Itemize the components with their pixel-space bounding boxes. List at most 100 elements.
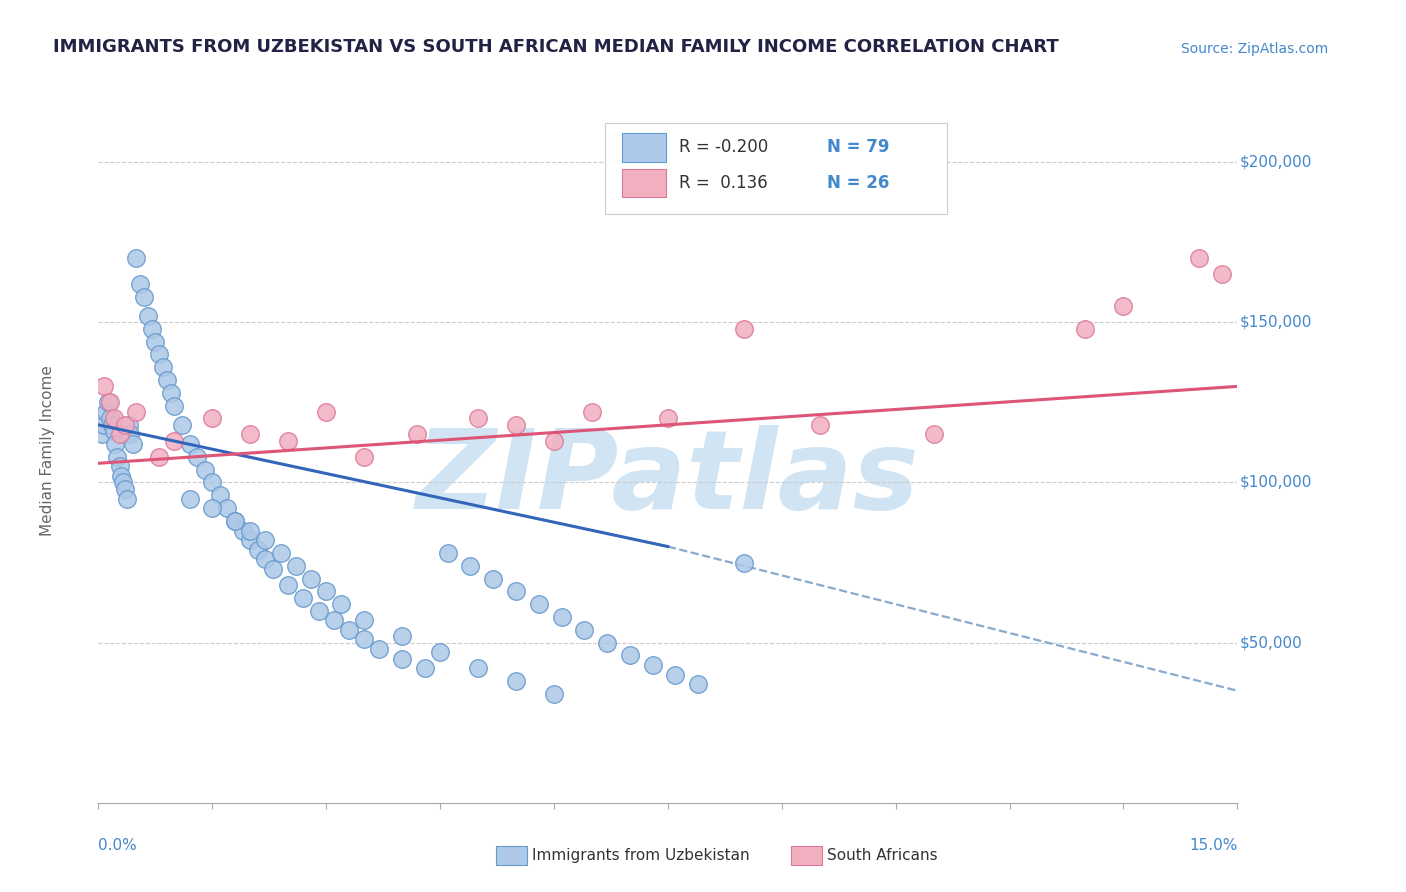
Point <box>148 347 170 361</box>
Point <box>1188 252 1211 266</box>
Point <box>107 450 129 464</box>
Point <box>186 450 208 464</box>
Point <box>114 417 136 432</box>
Point <box>270 546 292 560</box>
Point <box>482 572 505 586</box>
Point <box>136 309 159 323</box>
Point <box>505 417 527 432</box>
Point <box>103 411 125 425</box>
Text: R = -0.200: R = -0.200 <box>679 138 769 156</box>
Point <box>179 437 201 451</box>
Point <box>460 558 482 573</box>
Point <box>93 379 115 393</box>
Point <box>156 373 179 387</box>
Point <box>505 584 527 599</box>
Point <box>657 411 679 425</box>
Point <box>664 667 686 681</box>
Point <box>467 661 489 675</box>
Point <box>254 533 277 548</box>
Point <box>808 417 831 432</box>
Point <box>159 385 181 400</box>
Point <box>277 434 299 448</box>
Point <box>688 677 710 691</box>
Point <box>163 434 186 448</box>
Point <box>98 411 121 425</box>
Point <box>120 427 142 442</box>
Point <box>641 658 664 673</box>
FancyBboxPatch shape <box>605 123 946 214</box>
Point <box>201 475 224 490</box>
Text: Source: ZipAtlas.com: Source: ZipAtlas.com <box>1181 42 1329 56</box>
Text: $200,000: $200,000 <box>1240 154 1312 169</box>
Text: Immigrants from Uzbekistan: Immigrants from Uzbekistan <box>531 848 749 863</box>
Point <box>467 411 489 425</box>
Text: IMMIGRANTS FROM UZBEKISTAN VS SOUTH AFRICAN MEDIAN FAMILY INCOME CORRELATION CHA: IMMIGRANTS FROM UZBEKISTAN VS SOUTH AFRI… <box>53 37 1059 56</box>
Point <box>91 427 114 442</box>
Point <box>527 597 550 611</box>
Point <box>239 524 262 538</box>
Point <box>104 437 127 451</box>
Point <box>330 597 353 611</box>
Point <box>550 610 572 624</box>
Point <box>98 395 121 409</box>
Point <box>103 424 125 438</box>
Point <box>574 623 596 637</box>
Text: $50,000: $50,000 <box>1240 635 1302 650</box>
Point <box>145 334 167 349</box>
Point <box>733 322 755 336</box>
Bar <box>495 846 526 865</box>
Point <box>141 322 163 336</box>
Point <box>262 562 284 576</box>
Point <box>94 405 117 419</box>
Point <box>596 635 619 649</box>
Point <box>505 674 527 689</box>
FancyBboxPatch shape <box>623 134 665 161</box>
Point <box>391 651 413 665</box>
Point <box>1074 322 1097 336</box>
Text: ZIPatlas: ZIPatlas <box>416 425 920 533</box>
Point <box>201 411 224 425</box>
Point <box>1211 268 1233 282</box>
Point <box>292 591 315 605</box>
Text: N = 26: N = 26 <box>827 174 890 192</box>
Point <box>111 475 134 490</box>
Point <box>101 417 124 432</box>
Point <box>299 572 322 586</box>
Point <box>224 514 246 528</box>
Point <box>337 623 360 637</box>
Point <box>922 427 945 442</box>
Point <box>108 427 131 442</box>
Point <box>543 687 565 701</box>
Text: Median Family Income: Median Family Income <box>39 365 55 536</box>
Text: $150,000: $150,000 <box>1240 315 1312 330</box>
FancyBboxPatch shape <box>623 169 665 197</box>
Point <box>125 252 148 266</box>
Point <box>1112 299 1135 313</box>
Point <box>353 450 375 464</box>
Point <box>152 360 174 375</box>
Point <box>436 546 458 560</box>
Point <box>254 552 277 566</box>
Point <box>368 642 391 657</box>
Point <box>391 629 413 643</box>
Point <box>543 434 565 448</box>
Point <box>118 417 141 432</box>
Point <box>224 514 246 528</box>
Point <box>733 556 755 570</box>
Point <box>246 542 269 557</box>
Point <box>93 417 115 432</box>
Point <box>163 399 186 413</box>
Point <box>232 524 254 538</box>
Point <box>619 648 641 663</box>
Point <box>322 613 344 627</box>
Point <box>170 417 193 432</box>
Point <box>353 632 375 647</box>
Point <box>108 459 131 474</box>
Point <box>121 437 143 451</box>
Point <box>129 277 152 291</box>
Point <box>429 645 451 659</box>
Point <box>239 533 262 548</box>
Point <box>315 584 337 599</box>
Point <box>284 558 307 573</box>
Point <box>179 491 201 506</box>
